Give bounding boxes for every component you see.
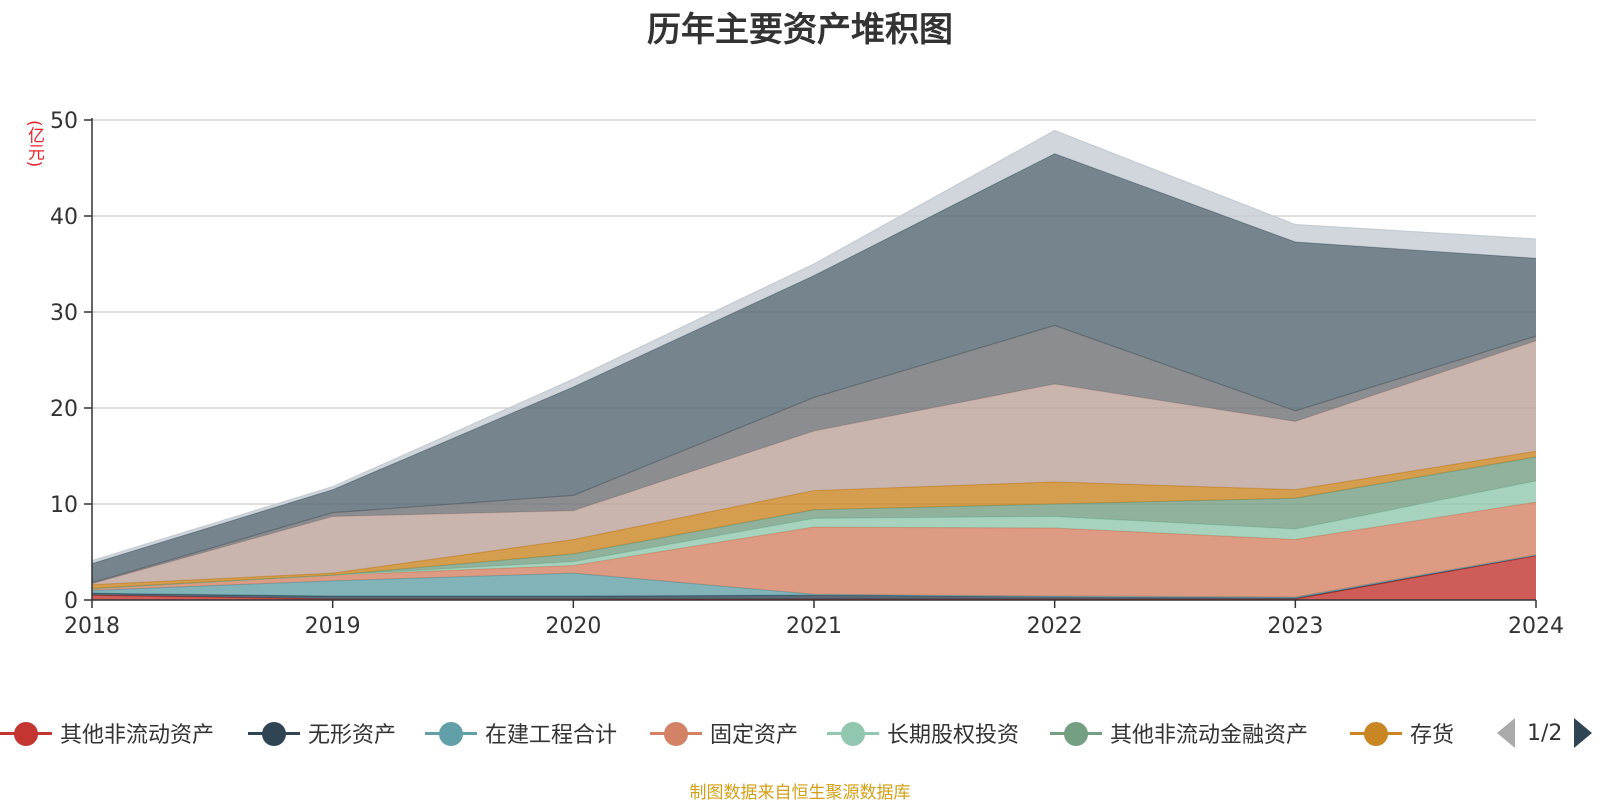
legend-dot-icon [439,722,463,746]
area-series-8[interactable] [92,325,1536,584]
legend-item-construction-in-progress[interactable]: 在建工程合计 [425,716,617,750]
y-tick-label: 30 [50,301,78,326]
legend-item-other-noncurrent-assets[interactable]: 其他非流动资产 [0,716,214,750]
legend: 其他非流动资产 无形资产 在建工程合计 固定资产 长期股权投资 其他非流动金融资… [0,716,1600,750]
legend-next-page-icon[interactable] [1574,718,1593,748]
area-series-7[interactable] [92,340,1536,585]
area-series-5[interactable] [92,456,1536,589]
y-tick-label: 40 [50,205,78,230]
legend-label: 长期股权投资 [887,723,1020,748]
data-source-footer: 制图数据来自恒生聚源数据库 [689,783,911,803]
x-tick-label: 2018 [64,614,120,639]
x-tick-label: 2023 [1267,614,1323,639]
area-series [91,129,1537,600]
y-tick-label: 0 [64,589,78,614]
x-tick-label: 2021 [786,614,842,639]
area-series-0[interactable] [92,555,1536,600]
y-axis-unit-label: (亿元) [24,120,44,168]
y-tick-label: 10 [50,493,78,518]
legend-label: 固定资产 [710,723,799,748]
legend-dot-icon [841,722,865,746]
legend-item-intangible-assets[interactable]: 无形资产 [248,716,396,750]
legend-label: 在建工程合计 [485,723,618,748]
x-tick-label: 2024 [1508,614,1564,639]
area-series-3[interactable] [92,502,1536,598]
legend-dot-icon [262,722,286,746]
legend-item-inventory[interactable]: 存货 [1350,716,1454,750]
x-tick-label: 2020 [545,614,601,639]
legend-label: 其他非流动金融资产 [1110,723,1309,748]
legend-dot-icon [1064,722,1088,746]
legend-dot-icon [1364,722,1388,746]
area-series-9[interactable] [92,153,1536,583]
x-tick-label: 2022 [1027,614,1083,639]
legend-page-indicator: 1/2 [1527,720,1563,746]
y-tick-label: 20 [50,397,78,422]
area-series-4[interactable] [92,480,1536,589]
legend-item-other-noncurrent-financial-assets[interactable]: 其他非流动金融资产 [1050,716,1308,750]
legend-label: 其他非流动资产 [60,723,215,748]
chart-title: 历年主要资产堆积图 [647,10,953,50]
legend-label: 无形资产 [308,723,397,748]
area-series-2[interactable] [92,554,1536,598]
legend-label: 存货 [1410,723,1455,748]
y-tick-label: 50 [50,109,78,134]
axes: 0 10 20 30 40 50 2018 2019 2020 2021 2022 2023 2024 [50,109,1564,639]
x-tick-label: 2019 [305,614,361,639]
legend-item-long-term-equity-investment[interactable]: 长期股权投资 [827,716,1019,750]
legend-pager: 1/2 [1497,716,1593,750]
legend-item-fixed-assets[interactable]: 固定资产 [650,716,798,750]
legend-dot-icon [14,722,38,746]
legend-dot-icon [664,722,688,746]
area-series-line-10 [91,129,1537,562]
legend-prev-page-icon[interactable] [1497,718,1515,748]
